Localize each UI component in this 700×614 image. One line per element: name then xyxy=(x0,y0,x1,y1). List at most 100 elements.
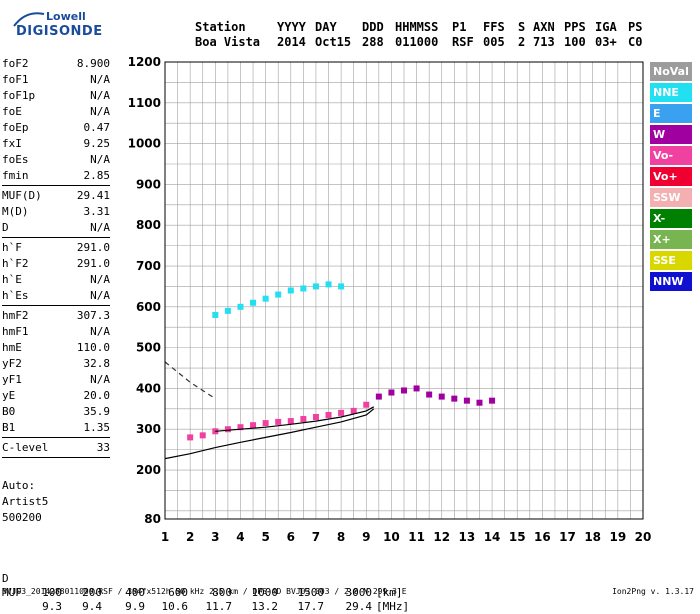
data-point xyxy=(250,422,257,429)
param-row-fof1p: foF1p N/A xyxy=(2,88,110,104)
param-row-hf2: h`F2 291.0 xyxy=(2,256,110,272)
param-row-fof2: foF2 8.900 xyxy=(2,56,110,72)
header-label-7: S xyxy=(518,20,526,34)
data-point xyxy=(262,295,269,302)
param-separator xyxy=(2,305,110,306)
curve-profile-upper xyxy=(215,406,375,432)
param-row-b0: B0 35.9 xyxy=(2,404,110,420)
x-tick-label: 19 xyxy=(609,530,626,544)
y-tick-label: 800 xyxy=(136,218,161,232)
legend-vo-: Vo- xyxy=(650,146,692,165)
param-value: 3.31 xyxy=(83,205,111,218)
param-row-md: M(D) 3.31 xyxy=(2,204,110,220)
param-value: 1.35 xyxy=(83,421,111,434)
param-key: fmin xyxy=(2,169,29,182)
legend-vo-: Vo+ xyxy=(650,167,692,186)
param-row-fxi: fxI 9.25 xyxy=(2,136,110,152)
param-value: 33 xyxy=(96,441,110,454)
header-value-4: 011000 xyxy=(395,35,439,49)
data-point xyxy=(438,393,445,400)
x-tick-label: 17 xyxy=(559,530,576,544)
param-key: foF1p xyxy=(2,89,36,102)
param-key: B0 xyxy=(2,405,16,418)
param-row-foep: foEp 0.47 xyxy=(2,120,110,136)
data-point xyxy=(463,397,470,404)
param-value: N/A xyxy=(90,105,110,118)
muf-d-row: D 100 200 400 600 800 1000 1500 3000 [km] xyxy=(2,558,403,599)
param-separator xyxy=(2,185,110,186)
param-key: foE xyxy=(2,105,22,118)
data-point xyxy=(312,283,319,290)
header-value-8: 713 xyxy=(533,35,555,49)
muf-cell: 10.6 xyxy=(161,600,189,613)
data-point xyxy=(388,389,395,396)
param-value: 291.0 xyxy=(76,257,110,270)
param-key: hmF1 xyxy=(2,325,29,338)
param-row-foe: foE N/A xyxy=(2,104,110,120)
header-value-3: 288 xyxy=(362,35,384,49)
param-row-hmf1: hmF1 N/A xyxy=(2,324,110,340)
data-point xyxy=(350,407,357,414)
autoscale-info: Auto: Artist5 500200 xyxy=(2,478,48,526)
param-value: 35.9 xyxy=(83,405,111,418)
param-key: foEs xyxy=(2,153,29,166)
muf-cell: 1000 xyxy=(251,586,279,599)
y-tick-label: 600 xyxy=(136,300,161,314)
muf-cell: 3000 xyxy=(345,586,373,599)
muf-cell: 9.9 xyxy=(125,600,145,613)
legend-e: E xyxy=(650,104,692,123)
data-point xyxy=(426,391,433,398)
header-label-8: AXN xyxy=(533,20,555,34)
param-row-foes: foEs N/A xyxy=(2,152,110,168)
data-point xyxy=(325,281,332,288)
data-point xyxy=(401,387,407,394)
header-value-11: C0 xyxy=(628,35,643,49)
header-label-0: Station xyxy=(195,20,246,34)
param-value: 2.85 xyxy=(83,169,111,182)
y-tick-label: 1000 xyxy=(128,137,161,151)
header-label-5: P1 xyxy=(452,20,467,34)
param-row-hmf2: hmF2 307.3 xyxy=(2,308,110,324)
x-tick-label: 11 xyxy=(408,530,425,544)
legend-ssw: SSW xyxy=(650,188,692,207)
param-row-he: h`E N/A xyxy=(2,272,110,288)
muf-cell: 200 xyxy=(82,586,102,599)
param-row-mufd: MUF(D) 29.41 xyxy=(2,188,110,204)
muf-cell: 17.7 xyxy=(297,600,325,613)
x-tick-label: 8 xyxy=(337,530,345,544)
param-value: N/A xyxy=(90,153,110,166)
x-tick-label: 6 xyxy=(287,530,295,544)
y-tick-label: 1200 xyxy=(128,55,161,69)
param-key: C-level xyxy=(2,441,49,454)
muf-cell: 1500 xyxy=(297,586,325,599)
param-row-b1: B1 1.35 xyxy=(2,420,110,436)
y-tick-label: 200 xyxy=(136,463,161,477)
muf-unit: [km] xyxy=(376,586,403,599)
param-row-ye: yE 20.0 xyxy=(2,388,110,404)
param-key: h`F2 xyxy=(2,257,29,270)
param-value: N/A xyxy=(90,89,110,102)
data-point xyxy=(300,285,307,292)
header-label-9: PPS xyxy=(564,20,586,34)
x-tick-label: 20 xyxy=(635,530,652,544)
header-value-6: 005 xyxy=(483,35,505,49)
legend-x-: X+ xyxy=(650,230,692,249)
param-key: h`E xyxy=(2,273,22,286)
param-separator xyxy=(2,437,110,438)
param-key: M(D) xyxy=(2,205,29,218)
x-tick-label: 7 xyxy=(312,530,320,544)
x-tick-label: 10 xyxy=(383,530,400,544)
param-key: fxI xyxy=(2,137,22,150)
muf-table: D 100 200 400 600 800 1000 1500 3000 [km] MUF 9.… xyxy=(2,558,409,613)
d-row-label: D xyxy=(2,572,9,585)
x-tick-label: 3 xyxy=(211,530,219,544)
y-tick-label: 700 xyxy=(136,259,161,273)
header-value-2: Oct15 xyxy=(315,35,352,49)
x-tick-label: 12 xyxy=(433,530,450,544)
param-value: 29.41 xyxy=(76,189,110,202)
data-point xyxy=(250,299,257,306)
data-point xyxy=(287,418,294,425)
data-point xyxy=(489,397,496,404)
plot-frame xyxy=(164,61,644,520)
plot-grid xyxy=(164,61,644,519)
